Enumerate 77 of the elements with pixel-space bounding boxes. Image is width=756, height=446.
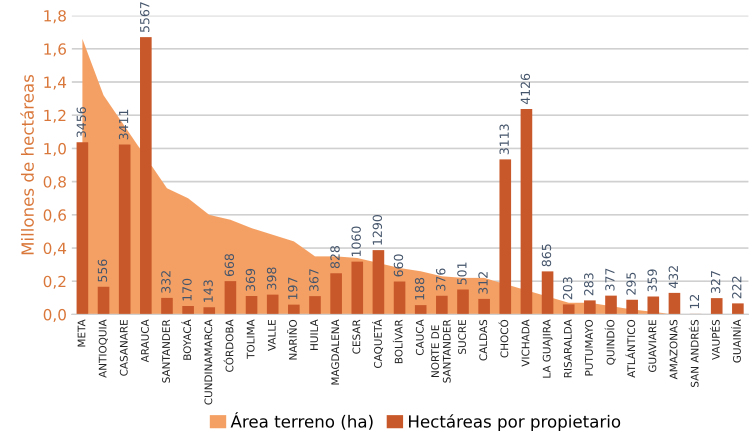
data-label: 3456 [76,107,86,138]
x-tick-label: NARIÑO [287,320,297,360]
y-tick-label: 1,0 [44,142,66,156]
x-tick-label: TOLIMA [246,319,255,359]
x-tick-label: QUINDÍO [604,320,616,365]
x-tick-label: CÓRDOBA [224,319,234,372]
data-label: 170 [182,278,192,300]
data-label: 222 [732,276,742,298]
data-label: 369 [246,268,256,291]
x-tick-label: SANTANDER [162,320,170,383]
x-tick-label: ATLÁNTICO [625,320,636,378]
x-tick-label: SAN ANDRÉS [688,320,699,388]
data-label: 377 [605,268,615,291]
data-label: 1060 [351,226,361,256]
x-tick-label: BOYACÁ [181,319,192,360]
data-label: 327 [710,271,720,294]
x-tick-label: ANTIOQUIA [98,319,108,378]
data-label: 367 [309,269,319,292]
data-label: 188 [414,278,424,300]
x-tick-label: VALLE [268,320,276,351]
data-label: 432 [668,266,678,288]
x-tick-label: CHOCÓ [498,320,508,358]
y-tick-label: 0,2 [44,276,66,289]
x-tick-label: SUCRE [458,320,466,354]
x-tick-label: VAUPÉS [710,320,720,360]
x-tick-label: HUILA [310,319,318,350]
y-tick-label: 1,6 [44,43,66,56]
y-tick-label: 0,0 [44,308,66,322]
x-tick-label: ARAUCA [140,319,149,362]
data-label: 359 [647,269,657,292]
x-tick-label: PUTUMAYO [585,320,593,376]
data-label: 295 [626,272,636,295]
data-label: 197 [288,278,298,300]
x-tick-label: CASANARE [120,320,128,376]
data-label: 828 [330,246,340,268]
data-label: 312 [478,272,488,294]
legend-label: Área terreno (ha) [230,412,373,430]
data-label: 3113 [499,124,509,154]
x-tick-label: CALDAS [479,320,488,360]
y-tick-label: 1,2 [44,110,66,123]
data-label: 4126 [520,74,530,104]
data-label: 556 [98,260,108,282]
data-label: 203 [562,277,572,300]
x-tick-label: LA GUAJIRA [542,319,553,378]
x-tick-label: CAQUETÁ [372,319,384,368]
x-tick-label: GUAVIARE [648,320,656,372]
data-label: 5567 [140,2,150,32]
data-label: 3411 [118,110,128,140]
y-tick-label: 0,8 [44,176,66,190]
data-label: 1290 [372,215,382,245]
data-label: 143 [203,280,213,302]
x-tick-label: MAGDALENA [331,319,340,385]
x-tick-label: CESAR [352,320,360,354]
data-label: 865 [542,244,552,266]
data-label: 668 [224,254,234,276]
x-tick-label: NORTE DE SANTANDER [431,320,451,383]
y-tick-label: 1,8 [44,10,66,24]
x-tick-label: BOLÍVAR [392,320,403,364]
y-axis-title: Millones de hectáreas [20,74,34,254]
data-label: 376 [436,268,446,291]
y-tick-label: 0,4 [44,242,66,256]
data-label: 332 [161,271,171,293]
data-label: 398 [266,267,276,290]
x-tick-label: META [78,319,86,347]
x-tick-label: CAUCA [416,319,424,356]
x-tick-label: AMAZONAS [670,320,678,380]
x-tick-label: VICHADA [522,319,530,367]
y-tick-label: 0,6 [44,209,66,222]
data-label: 283 [584,273,594,296]
y-tick-label: 1,4 [44,76,66,90]
x-tick-label: CUNDINAMARCA [204,319,212,405]
x-tick-label: GUAINÍA [731,319,741,363]
data-label: 501 [457,262,467,284]
x-tick-label: RISARALDA [564,319,572,378]
legend-label: Hectáreas por propietario [409,414,620,431]
data-label: 12 [690,295,700,308]
data-label: 660 [394,254,404,277]
